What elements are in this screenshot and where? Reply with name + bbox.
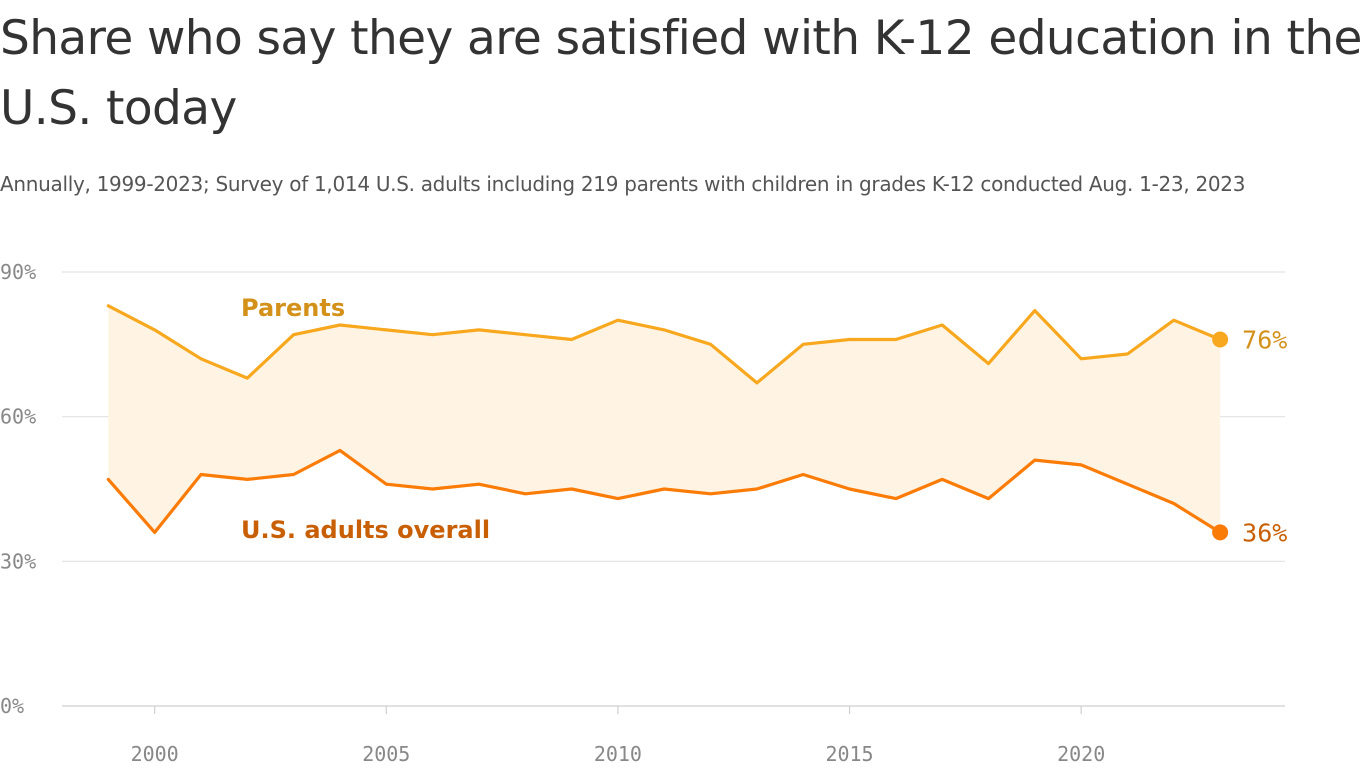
end-label-parents: 76% [1242, 326, 1287, 355]
area-between-series [108, 305, 1221, 533]
series-label-u-s-adults-overall: U.S. adults overall [241, 516, 490, 544]
series-line-u-s-adults-overall [106, 448, 1222, 535]
x-tick-label-2010: 2010 [594, 742, 642, 766]
series-line-parents [106, 304, 1222, 385]
end-point-u-s-adults-overall [1212, 524, 1229, 541]
x-tick-label-2005: 2005 [362, 742, 410, 766]
end-label-u-s-adults-overall: 36% [1242, 518, 1287, 547]
y-tick-label-30: 30% [0, 549, 36, 573]
chart-title: Share who say they are satisfied with K-… [0, 11, 1362, 136]
x-tick-label-2000: 2000 [131, 742, 179, 766]
chart-subtitle: Annually, 1999-2023; Survey of 1,014 U.S… [0, 172, 1246, 196]
series-label-parents: Parents [241, 294, 345, 322]
x-tick-label-2020: 2020 [1057, 742, 1105, 766]
y-tick-label-90: 90% [0, 260, 36, 284]
x-tick-label-2015: 2015 [825, 742, 873, 766]
y-tick-label-0: 0% [0, 694, 24, 718]
end-point-parents [1212, 331, 1229, 348]
y-tick-label-60: 60% [0, 405, 36, 429]
